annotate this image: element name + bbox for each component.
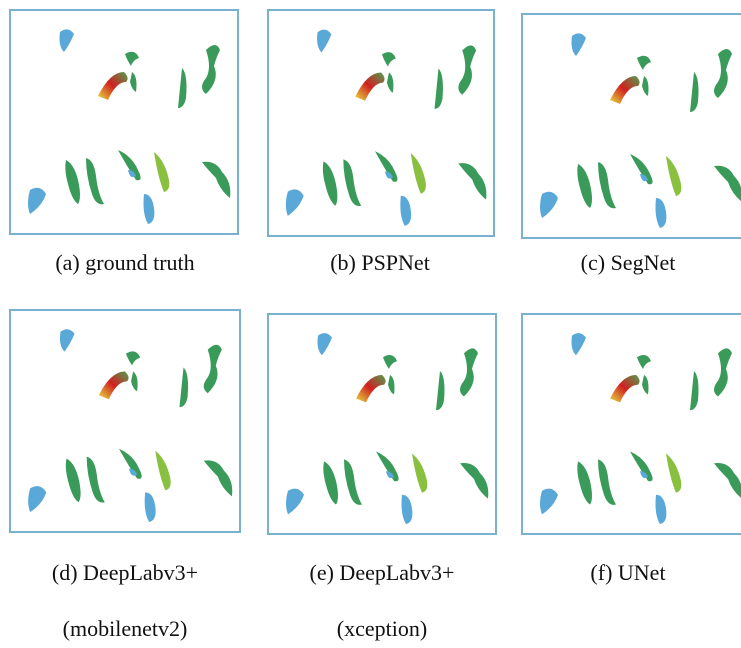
image-frame — [10, 310, 240, 532]
panel: (f) UNet — [522, 314, 741, 585]
caption: (f) UNet — [590, 560, 665, 585]
caption: (c) SegNet — [581, 250, 676, 275]
panel: (d) DeepLabv3+ (mobilenetv2) — [10, 310, 240, 641]
panel: (e) DeepLabv3+ (xception) — [268, 314, 496, 641]
caption: (e) DeepLabv3+ — [310, 560, 455, 585]
image-frame — [268, 314, 496, 534]
caption: (b) PSPNet — [330, 250, 430, 275]
panel: (b) PSPNet — [268, 10, 494, 275]
panel: (c) SegNet — [522, 14, 741, 275]
caption: (mobilenetv2) — [63, 616, 188, 641]
caption: (d) DeepLabv3+ — [52, 560, 198, 585]
panel: (a) ground truth — [10, 10, 238, 275]
panels: (a) ground truth (b) PSPNet (c) SegNet (d) … — [10, 10, 741, 641]
image-frame — [268, 10, 494, 236]
image-frame — [10, 10, 238, 234]
caption: (a) ground truth — [55, 250, 194, 275]
caption: (xception) — [337, 616, 427, 641]
figure: (a) ground truth (b) PSPNet (c) SegNet (d) … — [0, 0, 741, 648]
